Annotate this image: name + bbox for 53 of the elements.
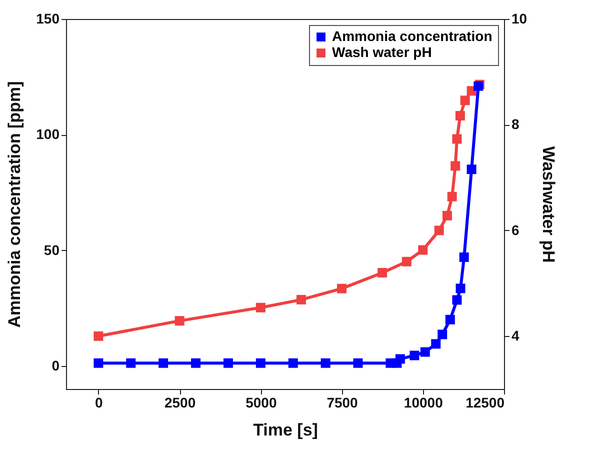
y-tick-label: 0	[52, 357, 60, 374]
point	[442, 210, 452, 220]
point	[288, 358, 298, 368]
point	[223, 358, 233, 368]
point	[191, 358, 201, 368]
x-tick-label: 2500	[164, 394, 196, 410]
legend-label: Wash water pH	[332, 44, 432, 60]
point	[296, 294, 306, 304]
y-tick-label: 150	[36, 10, 60, 26]
point	[410, 350, 420, 360]
point	[452, 295, 462, 305]
point	[126, 358, 136, 368]
point	[337, 284, 347, 294]
x-tick-label: 0	[95, 394, 104, 410]
x-tick-label: 10000	[404, 394, 444, 410]
point	[434, 226, 444, 236]
x-tick-label: 5000	[246, 394, 277, 410]
y2-tick-label: 10	[512, 10, 528, 26]
point	[447, 192, 457, 202]
y2-tick-label: 6	[512, 222, 520, 238]
y2-axis-title: Washwater pH	[539, 146, 558, 263]
point	[450, 161, 460, 171]
x-tick-label: 7500	[326, 394, 358, 410]
point	[402, 256, 412, 266]
point	[353, 358, 363, 368]
point	[94, 331, 104, 341]
point	[94, 358, 104, 368]
point	[438, 330, 448, 340]
y-tick-label: 50	[44, 242, 60, 258]
point	[395, 354, 405, 364]
y-tick-label: 100	[36, 126, 60, 142]
point	[256, 358, 266, 368]
point	[158, 358, 168, 368]
point	[466, 164, 476, 174]
point	[378, 268, 388, 278]
point	[320, 358, 330, 368]
point	[460, 96, 470, 106]
y2-tick-label: 8	[512, 116, 520, 132]
point	[431, 339, 441, 349]
x-axis-title: Time [s]	[253, 420, 318, 440]
y-axis-title: Ammonia concentration [ppm]	[5, 81, 24, 328]
point	[256, 302, 266, 312]
point	[455, 110, 465, 120]
legend-label: Ammonia concentration	[332, 28, 492, 44]
y2-tick-label: 4	[512, 328, 520, 344]
point	[174, 316, 184, 326]
point	[456, 284, 466, 294]
x-tick-label: 12500	[466, 394, 505, 410]
point	[452, 134, 462, 144]
point	[418, 245, 428, 255]
point	[459, 252, 469, 262]
point	[420, 347, 430, 357]
point	[445, 314, 455, 324]
